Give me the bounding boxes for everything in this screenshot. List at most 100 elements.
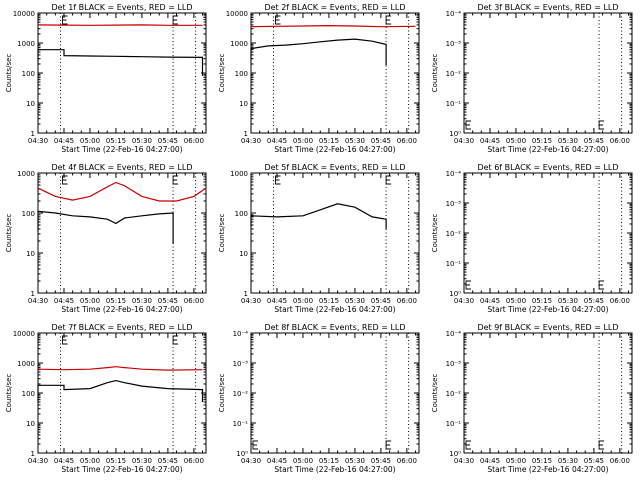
x-tick-label: 05:45 bbox=[371, 457, 391, 465]
x-tick-label: 04:30 bbox=[28, 297, 48, 305]
marker-flag-icon bbox=[62, 175, 68, 185]
y-tick-label: 1000 bbox=[17, 170, 35, 178]
x-tick-label: 05:15 bbox=[532, 297, 552, 305]
y-tick-label: 10000 bbox=[226, 10, 248, 18]
y-tick-label: 10⁰ bbox=[449, 290, 461, 298]
x-tick-label: 05:45 bbox=[584, 137, 604, 145]
x-tick-label: 04:30 bbox=[28, 137, 48, 145]
marker-flag-icon bbox=[172, 335, 179, 345]
x-tick-label: 05:15 bbox=[106, 137, 126, 145]
y-tick-label: 10⁻⁴ bbox=[233, 330, 249, 338]
x-tick-label: 05:15 bbox=[319, 457, 339, 465]
y-tick-label: 100 bbox=[235, 210, 248, 218]
lld-series-line bbox=[37, 366, 203, 371]
panel-6: Det 6f BLACK = Events, RED = LLD 10⁰ 10⁻¹ 1… bbox=[431, 163, 633, 314]
panel-1: Det 1f BLACK = Events, RED = LLD 1 10 100 10… bbox=[5, 3, 207, 154]
y-axis-label: Counts/sec bbox=[431, 214, 439, 253]
plot-frame bbox=[37, 332, 207, 454]
x-tick-label: 04:45 bbox=[54, 457, 74, 465]
y-tick-label: 10⁻¹ bbox=[446, 100, 462, 108]
plot-frame bbox=[37, 12, 207, 134]
y-tick-label: 1000 bbox=[17, 40, 35, 48]
events-series-line bbox=[250, 203, 387, 229]
y-tick-label: 1000 bbox=[230, 170, 248, 178]
x-tick-label: 04:45 bbox=[267, 297, 287, 305]
x-tick-label: 05:30 bbox=[132, 137, 152, 145]
y-tick-label: 10 bbox=[26, 100, 35, 108]
y-tick-label: 10⁰ bbox=[449, 450, 461, 458]
x-tick-label: 04:30 bbox=[28, 457, 48, 465]
plot-frame bbox=[463, 12, 633, 134]
events-series-line bbox=[37, 379, 204, 402]
panel-title: Det 3f BLACK = Events, RED = LLD bbox=[477, 3, 618, 12]
x-tick-label: 05:30 bbox=[558, 457, 578, 465]
x-tick-label: 05:15 bbox=[532, 457, 552, 465]
events-series-line bbox=[37, 210, 174, 244]
x-axis-label: Start Time (22-Feb-16 04:27:00) bbox=[487, 145, 608, 154]
x-tick-label: 05:45 bbox=[158, 137, 178, 145]
x-tick-label: 05:45 bbox=[584, 457, 604, 465]
y-tick-label: 1 bbox=[31, 450, 35, 458]
y-tick-label: 10⁻¹ bbox=[446, 420, 462, 428]
marker-flag-icon bbox=[252, 440, 258, 450]
y-tick-label: 10⁻³ bbox=[446, 200, 462, 208]
panel-title: Det 6f BLACK = Events, RED = LLD bbox=[477, 163, 618, 172]
panel-title: Det 2f BLACK = Events, RED = LLD bbox=[264, 3, 405, 12]
x-tick-label: 05:00 bbox=[293, 137, 313, 145]
x-tick-label: 04:45 bbox=[267, 457, 287, 465]
panel-3: Det 3f BLACK = Events, RED = LLD 10⁰ 10⁻¹ 1… bbox=[431, 3, 633, 154]
plot-frame bbox=[250, 12, 420, 134]
x-tick-label: 05:00 bbox=[80, 137, 100, 145]
marker-flag-icon bbox=[598, 280, 605, 290]
panel-7: Det 7f BLACK = Events, RED = LLD 1 10 100 10… bbox=[5, 323, 207, 474]
y-tick-label: 10⁻³ bbox=[446, 360, 462, 368]
x-tick-label: 06:00 bbox=[184, 297, 204, 305]
plot-frame bbox=[250, 172, 420, 294]
marker-flag-icon bbox=[385, 440, 392, 450]
y-tick-label: 10 bbox=[26, 420, 35, 428]
x-tick-label: 04:30 bbox=[454, 137, 474, 145]
marker-flag-icon bbox=[275, 175, 281, 185]
x-axis-label: Start Time (22-Feb-16 04:27:00) bbox=[274, 145, 395, 154]
marker-flag-icon bbox=[598, 440, 605, 450]
marker-flag-icon bbox=[62, 335, 68, 345]
y-tick-label: 10⁻¹ bbox=[233, 420, 249, 428]
x-tick-label: 06:00 bbox=[184, 457, 204, 465]
x-tick-label: 04:30 bbox=[241, 457, 261, 465]
y-axis-label: Counts/sec bbox=[431, 374, 439, 413]
y-axis-label: Counts/sec bbox=[218, 214, 226, 253]
x-tick-label: 05:00 bbox=[506, 457, 526, 465]
x-tick-label: 06:00 bbox=[610, 457, 630, 465]
x-tick-label: 06:00 bbox=[610, 137, 630, 145]
panel-5: Det 5f BLACK = Events, RED = LLD 1 10 100 10… bbox=[218, 163, 420, 314]
x-tick-label: 04:45 bbox=[480, 137, 500, 145]
y-tick-label: 1000 bbox=[230, 40, 248, 48]
x-tick-label: 05:15 bbox=[319, 297, 339, 305]
x-tick-label: 06:00 bbox=[184, 137, 204, 145]
x-tick-label: 05:45 bbox=[158, 457, 178, 465]
x-tick-label: 05:15 bbox=[106, 457, 126, 465]
x-tick-label: 05:00 bbox=[293, 297, 313, 305]
x-tick-label: 04:45 bbox=[480, 297, 500, 305]
marker-flag-icon bbox=[465, 440, 471, 450]
lld-series-line bbox=[37, 181, 207, 202]
marker-flag-icon bbox=[465, 120, 471, 130]
panel-title: Det 1f BLACK = Events, RED = LLD bbox=[51, 3, 192, 12]
marker-flag-icon bbox=[465, 280, 471, 290]
y-tick-label: 10000 bbox=[13, 330, 35, 338]
y-axis-label: Counts/sec bbox=[5, 214, 13, 253]
y-tick-label: 1 bbox=[244, 290, 248, 298]
events-series-line bbox=[37, 49, 204, 76]
panel-9: Det 9f BLACK = Events, RED = LLD 10⁰ 10⁻¹ 1… bbox=[431, 323, 633, 474]
y-tick-label: 10⁰ bbox=[449, 130, 461, 138]
x-tick-label: 04:30 bbox=[241, 297, 261, 305]
y-axis-label: Counts/sec bbox=[218, 374, 226, 413]
marker-flag-icon bbox=[275, 15, 281, 25]
y-tick-label: 10⁰ bbox=[236, 450, 248, 458]
x-tick-label: 04:45 bbox=[54, 137, 74, 145]
marker-flag-icon bbox=[385, 15, 392, 25]
x-tick-label: 05:45 bbox=[371, 137, 391, 145]
x-tick-label: 05:30 bbox=[345, 457, 365, 465]
y-axis-label: Counts/sec bbox=[218, 54, 226, 93]
